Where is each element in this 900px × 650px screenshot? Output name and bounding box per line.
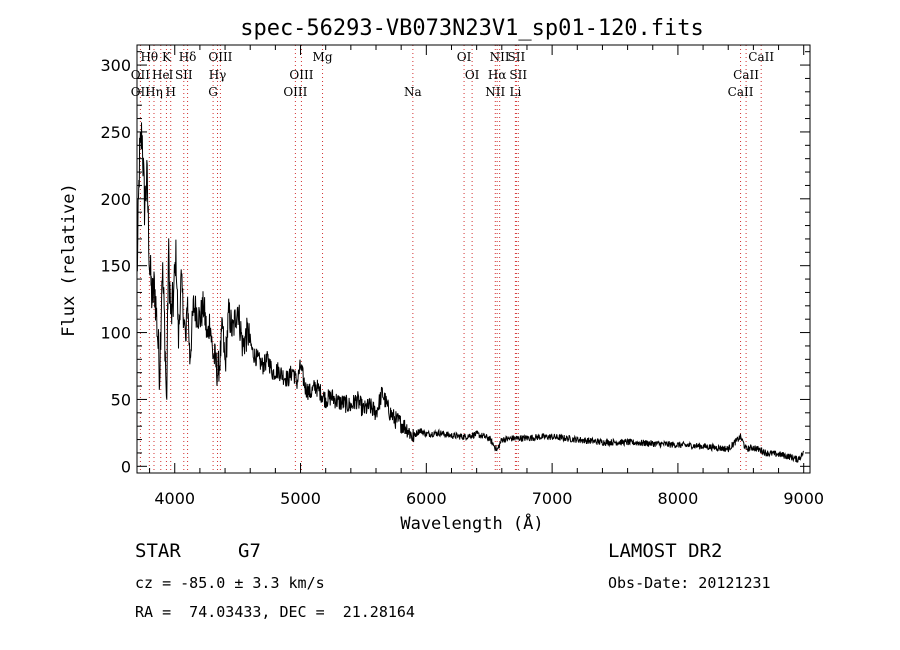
y-tick-label: 200 xyxy=(100,190,131,209)
y-tick-label: 100 xyxy=(100,324,131,343)
line-label: OIII xyxy=(208,50,232,64)
line-label: NII xyxy=(485,85,505,99)
x-tick-label: 8000 xyxy=(658,489,699,508)
y-axis: 0 50 100 150 200 250 300 xyxy=(100,51,810,476)
x-tick-label: 9000 xyxy=(783,489,824,508)
line-label: Hγ xyxy=(209,68,227,82)
line-label: Li xyxy=(509,85,521,99)
line-label: CaII xyxy=(733,68,759,82)
line-label: OIII xyxy=(289,68,313,82)
line-label: Hα xyxy=(488,68,507,82)
plot-frame xyxy=(136,44,811,474)
x-axis: 4000 5000 6000 7000 8000 9000 xyxy=(149,45,824,508)
flux-line xyxy=(136,122,804,463)
x-tick-label: 5000 xyxy=(280,489,321,508)
x-axis-label: Wavelength (Å) xyxy=(400,512,543,534)
line-label: OI xyxy=(465,68,480,82)
line-label: OII xyxy=(131,68,151,82)
line-label: Hδ xyxy=(179,50,197,64)
x-tick-label: 6000 xyxy=(406,489,447,508)
line-label: Mg xyxy=(313,50,333,64)
line-label: Na xyxy=(404,85,422,99)
line-label: G xyxy=(208,85,218,99)
obs-date: Obs-Date: 20121231 xyxy=(608,574,771,592)
line-label: OIII xyxy=(283,85,307,99)
redshift-cz: cz = -85.0 ± 3.3 km/s xyxy=(135,574,325,592)
y-tick-label: 150 xyxy=(100,257,131,276)
line-label: K xyxy=(162,50,172,64)
line-label: Hη xyxy=(145,85,163,99)
line-label: NII xyxy=(490,50,510,64)
chart-title: spec-56293-VB073N23V1_sp01-120.fits xyxy=(240,16,704,41)
object-class: STAR xyxy=(135,540,181,562)
line-label: OI xyxy=(457,50,472,64)
line-label: He xyxy=(152,68,170,82)
line-label: SII xyxy=(508,50,526,64)
coordinates: RA = 74.03433, DEC = 21.28164 xyxy=(135,603,415,621)
line-label: I xyxy=(169,68,174,82)
survey-name: LAMOST DR2 xyxy=(608,540,723,562)
y-tick-label: 50 xyxy=(111,390,131,409)
line-label: CaII xyxy=(748,50,774,64)
y-tick-label: 250 xyxy=(100,123,131,142)
y-axis-label: Flux (relative) xyxy=(59,183,79,337)
line-markers xyxy=(139,45,762,473)
line-label: Hθ xyxy=(140,50,158,64)
x-tick-label: 7000 xyxy=(532,489,573,508)
y-tick-label: 0 xyxy=(121,457,131,476)
line-label: SII xyxy=(175,68,193,82)
line-label: CaII xyxy=(728,85,754,99)
x-tick-label: 4000 xyxy=(154,489,195,508)
line-label: SII xyxy=(509,68,527,82)
data-layer xyxy=(136,122,804,463)
object-subclass: G7 xyxy=(238,540,261,562)
line-label: H xyxy=(165,85,175,99)
y-tick-label: 300 xyxy=(100,56,131,75)
